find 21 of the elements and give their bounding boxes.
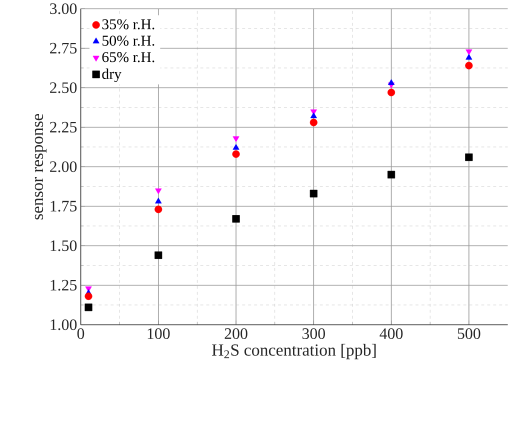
y-tick-label: 3.00 — [50, 3, 77, 14]
legend-label: 50% r.H. — [102, 35, 154, 46]
x-tick-label: 100 — [148, 328, 170, 339]
y-tick-label: 1.25 — [50, 280, 77, 290]
legend-label: 65% r.H. — [102, 52, 154, 62]
y-tick-label: 2.75 — [50, 42, 77, 54]
legend-label: 35% r.H. — [102, 19, 154, 30]
y-tick-label: 2.25 — [50, 122, 77, 132]
legend-label: dry — [102, 68, 122, 82]
x-tick-label: 500 — [458, 328, 480, 339]
y-tick-label: 1.00 — [50, 319, 77, 330]
x-tick-label: 0 — [77, 328, 84, 339]
y-tick-label: 2.50 — [50, 82, 77, 93]
y-tick-label: 2.00 — [50, 161, 77, 172]
x-tick-label: 400 — [380, 328, 403, 339]
y-tick-label: 1.75 — [50, 200, 77, 212]
x-axis-title: H$_{2}$S concentration [ppb] — [212, 344, 376, 359]
x-tick-label: 300 — [302, 328, 325, 339]
y-axis-title: sensor response — [34, 114, 46, 220]
x-tick-label: 200 — [224, 328, 248, 339]
y-tick-label: 1.50 — [50, 240, 77, 251]
